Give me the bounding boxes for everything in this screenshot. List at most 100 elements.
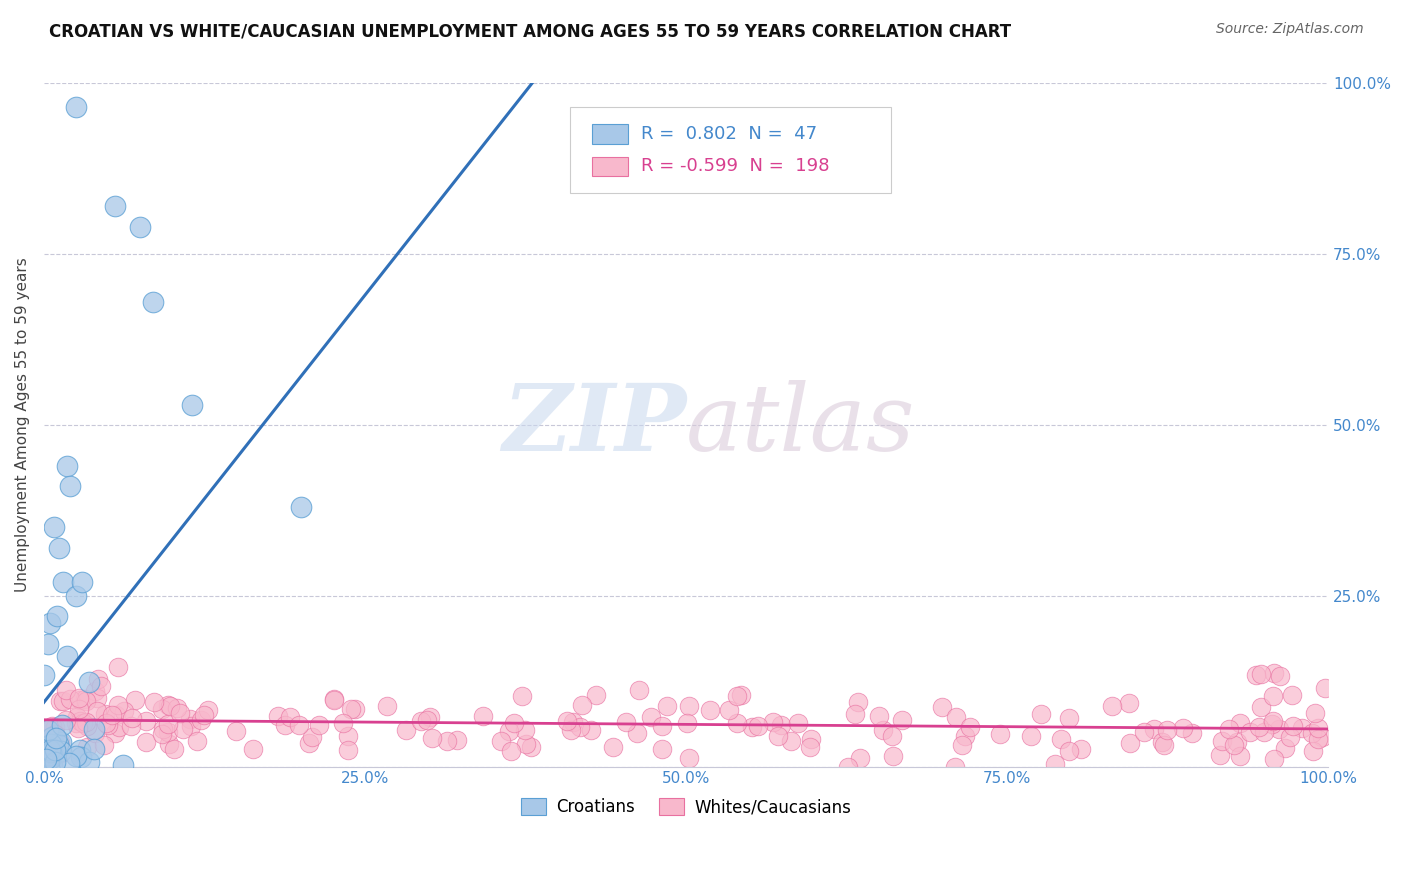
- Point: [77, 675, 100, 690]
- Point: [1209, 747, 1232, 762]
- Point: [39, 745, 62, 759]
- Point: [1263, 666, 1285, 681]
- Point: [38, 730, 60, 744]
- Point: [45, 609, 67, 624]
- Point: [58, 479, 80, 493]
- Point: [571, 698, 593, 712]
- Point: [1253, 725, 1275, 739]
- Point: [45, 731, 67, 745]
- Point: [173, 722, 195, 736]
- Point: [75, 714, 97, 729]
- Point: [35, 749, 58, 764]
- Point: [75, 694, 97, 708]
- Point: [498, 724, 520, 739]
- Point: [1019, 729, 1042, 743]
- Point: [156, 717, 179, 731]
- Point: [76, 739, 98, 754]
- Point: [868, 709, 890, 723]
- Point: [65, 716, 87, 731]
- Point: [730, 688, 752, 702]
- Point: [513, 723, 536, 737]
- Point: [747, 718, 769, 732]
- Point: [79, 755, 101, 769]
- Point: [890, 713, 912, 727]
- Point: [65, 589, 87, 603]
- Point: [44, 727, 66, 741]
- Point: [180, 719, 202, 733]
- Point: [103, 199, 125, 213]
- Point: [41, 730, 63, 744]
- Point: [129, 219, 152, 234]
- Point: [49, 734, 72, 748]
- Point: [628, 682, 651, 697]
- Point: [585, 688, 607, 702]
- Point: [1218, 722, 1240, 736]
- Point: [67, 690, 90, 705]
- Point: [678, 698, 700, 713]
- Point: [157, 737, 180, 751]
- Point: [1291, 721, 1313, 735]
- Point: [46, 737, 69, 751]
- Point: [52, 575, 75, 590]
- Point: [1031, 706, 1053, 721]
- Point: [169, 706, 191, 721]
- Point: [337, 729, 360, 743]
- Point: [67, 702, 90, 716]
- Point: [48, 541, 70, 555]
- Point: [38, 742, 60, 756]
- Point: [58, 756, 80, 770]
- Point: [49, 744, 72, 758]
- Point: [41, 743, 63, 757]
- Point: [56, 458, 79, 473]
- Point: [37, 723, 59, 737]
- Point: [152, 722, 174, 736]
- Text: R =  0.802  N =  47: R = 0.802 N = 47: [641, 125, 817, 143]
- Point: [640, 710, 662, 724]
- Point: [1306, 721, 1329, 735]
- Point: [97, 718, 120, 732]
- Point: [953, 730, 976, 744]
- Point: [1101, 699, 1123, 714]
- Point: [120, 718, 142, 732]
- Point: [1261, 714, 1284, 729]
- Point: [1303, 706, 1326, 720]
- Point: [446, 732, 468, 747]
- Point: [501, 744, 523, 758]
- Point: [142, 695, 165, 709]
- Point: [66, 710, 89, 724]
- Point: [931, 699, 953, 714]
- Point: [107, 659, 129, 673]
- Point: [35, 756, 58, 771]
- Point: [70, 749, 93, 764]
- Point: [298, 735, 321, 749]
- Point: [267, 709, 290, 723]
- Point: [626, 726, 648, 740]
- Point: [87, 672, 110, 686]
- Point: [375, 698, 398, 713]
- Point: [157, 725, 180, 739]
- Point: [41, 758, 63, 772]
- Point: [1152, 735, 1174, 749]
- Point: [150, 701, 173, 715]
- Point: [512, 689, 534, 703]
- Point: [503, 716, 526, 731]
- Point: [718, 703, 741, 717]
- Point: [1239, 725, 1261, 739]
- Point: [950, 738, 973, 752]
- Point: [83, 742, 105, 756]
- Point: [651, 719, 673, 733]
- Point: [394, 723, 416, 738]
- Point: [436, 734, 458, 748]
- Point: [800, 731, 823, 746]
- Point: [107, 720, 129, 734]
- Point: [844, 706, 866, 721]
- Point: [614, 715, 637, 730]
- Point: [84, 684, 107, 698]
- Point: [193, 708, 215, 723]
- Point: [49, 694, 72, 708]
- Point: [837, 759, 859, 773]
- Point: [1226, 735, 1249, 749]
- Point: [678, 751, 700, 765]
- Point: [114, 704, 136, 718]
- Point: [288, 718, 311, 732]
